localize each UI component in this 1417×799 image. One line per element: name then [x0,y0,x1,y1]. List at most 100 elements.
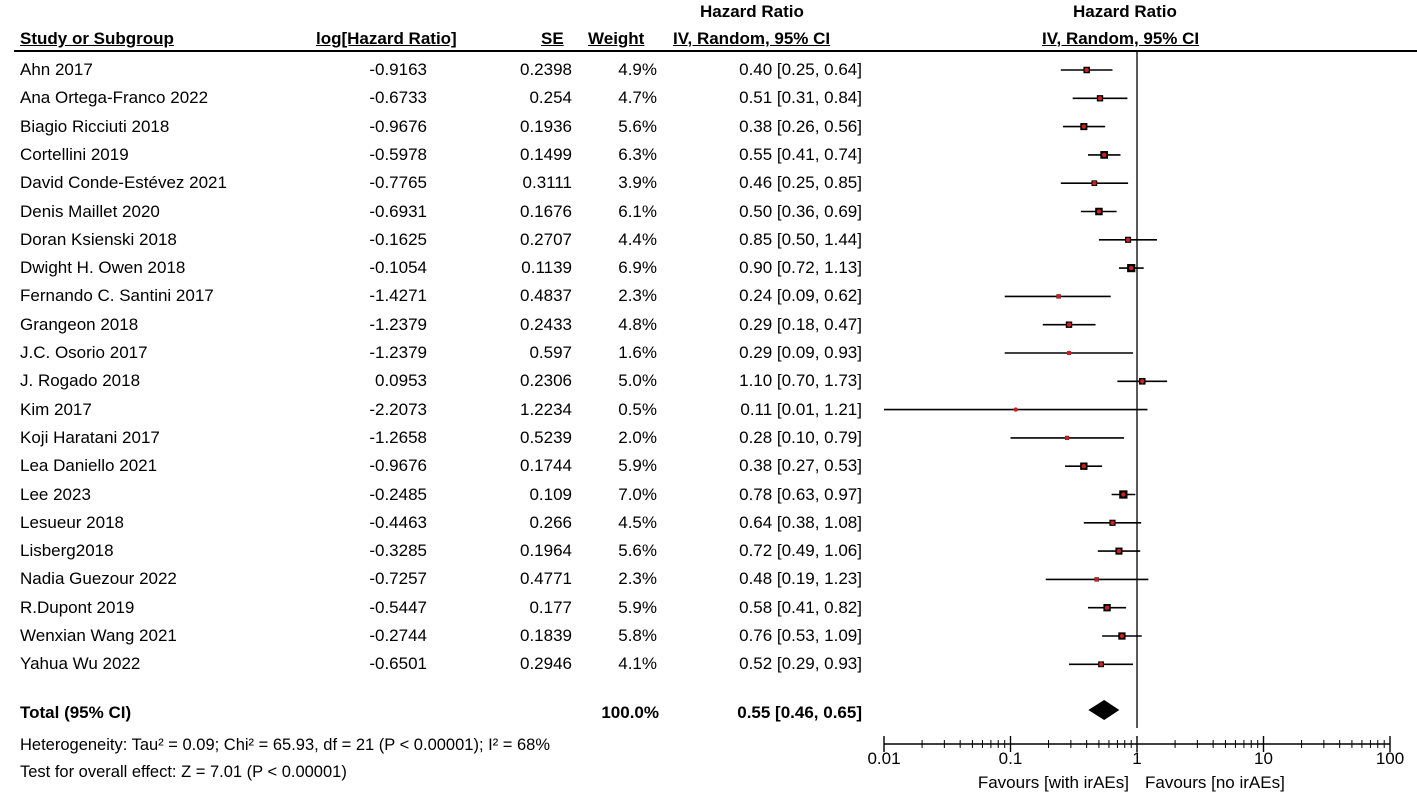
header-log-hr: log[Hazard Ratio] [316,29,457,48]
log-hr-value: -0.4463 [369,512,427,532]
weight-value: 4.9% [618,60,657,79]
hr-ci-value: 0.58 [0.41, 0.82] [739,597,862,617]
point-estimate [1084,67,1089,73]
se-value: 0.1139 [521,258,572,278]
se-value: 0.1499 [520,144,572,164]
se-value: 0.2306 [520,371,572,391]
point-estimate [1013,407,1018,412]
study-name: Nadia Guezour 2022 [20,569,177,589]
se-value: 0.4837 [520,286,572,306]
header-se: SE [541,29,564,48]
weight-value: 5.0% [618,371,657,391]
se-value: 0.1936 [520,116,572,136]
hr-ci-value: 0.76 [0.53, 1.09] [739,626,862,645]
weight-value: 5.9% [618,456,657,476]
hr-ci-value: 0.29 [0.09, 0.93] [739,343,862,362]
study-name: Dwight H. Owen 2018 [20,258,186,278]
overall-effect-text: Test for overall effect: Z = 7.01 (P < 0… [20,763,347,781]
weight-value: 2.3% [618,569,657,589]
se-value: 0.2946 [520,654,572,674]
weight-value: 2.0% [618,427,657,447]
hr-ci-value: 0.38 [0.26, 0.56] [739,116,862,136]
table-row: David Conde-Estévez 2021 -0.7765 0.3111 3.9… [0,171,870,199]
point-estimate [1066,350,1072,356]
table-row: Doran Ksienski 2018 -0.1625 0.2707 4.4% 0.85… [0,228,870,256]
table-row: J.C. Osorio 2017 -1.2379 0.597 1.6% 0.29 [0.… [0,341,870,369]
header-hr-sub: IV, Random, 95% CI [673,29,831,48]
se-value: 0.3111 [522,173,572,193]
point-estimate [1098,662,1104,667]
point-estimate [1094,577,1099,582]
point-estimate [1064,435,1070,441]
log-hr-value: -0.9676 [369,456,427,476]
se-value: 0.1676 [520,201,572,221]
header-rule [14,50,1417,52]
x-tick-label: 0.01 [867,749,900,768]
x-tick-label: 1 [1132,749,1141,768]
x-tick-label: 100 [1376,749,1404,768]
hr-ci-value: 0.52 [0.29, 0.93] [739,654,862,674]
log-hr-value: -1.2379 [369,343,427,362]
hr-ci-value: 0.28 [0.10, 0.79] [739,427,862,447]
weight-value: 4.7% [618,88,657,108]
se-value: 0.1744 [520,456,572,476]
point-estimate [1140,379,1145,384]
study-name: Cortellini 2019 [20,144,129,164]
weight-value: 4.4% [618,229,657,249]
header-hr-top: Hazard Ratio [700,2,804,21]
point-estimate [1116,548,1122,554]
study-name: J.C. Osorio 2017 [20,343,148,362]
point-estimate [1125,237,1131,242]
study-name: Lea Daniello 2021 [20,456,158,476]
se-value: 0.5239 [520,427,572,447]
weight-value: 0.5% [618,399,657,419]
log-hr-value: -1.4271 [369,286,427,306]
table-row: Lisberg2018 -0.3285 0.1964 5.6% 0.72 [0.49, … [0,539,870,567]
study-name: Ahn 2017 [20,60,93,79]
hr-ci-value: 0.90 [0.72, 1.13] [739,258,862,278]
total-ci: 0.55 [0.46, 0.65] [737,703,862,722]
log-hr-value: -0.6931 [369,201,427,221]
table-row: Wenxian Wang 2021 -0.2744 0.1839 5.8% 0.76 [… [0,624,870,652]
log-hr-value: -0.3285 [369,541,427,561]
log-hr-value: -0.6501 [369,654,427,674]
hr-ci-value: 0.85 [0.50, 1.44] [739,229,862,249]
weight-value: 1.6% [618,343,657,362]
plot-header-top: Hazard Ratio [1073,2,1177,21]
table-row: Koji Haratani 2017 -1.2658 0.5239 2.0% 0.28 … [0,426,870,454]
point-estimate [1101,152,1107,158]
point-estimate [1081,124,1087,129]
hr-ci-value: 0.11 [0.01, 1.21] [740,399,862,419]
table-row: Ana Ortega-Franco 2022 -0.6733 0.254 4.7% 0.… [0,86,870,114]
point-estimate [1110,520,1115,525]
se-value: 0.1964 [520,541,572,561]
table-row: Nadia Guezour 2022 -0.7257 0.4771 2.3% 0.48 … [0,567,870,595]
point-estimate [1092,181,1097,186]
study-name: Wenxian Wang 2021 [20,626,177,645]
hr-ci-value: 0.46 [0.25, 0.85] [739,173,862,193]
se-value: 0.2707 [520,229,572,249]
study-name: Fernando C. Santini 2017 [20,286,214,306]
plot-header-sub: IV, Random, 95% CI [1042,29,1200,48]
weight-value: 6.3% [618,144,657,164]
hr-ci-value: 0.51 [0.31, 0.84] [739,88,862,108]
weight-value: 3.9% [618,173,657,193]
se-value: 0.254 [529,88,572,108]
se-value: 1.2234 [520,399,572,419]
log-hr-value: -0.5978 [369,144,427,164]
point-estimate [1097,96,1103,101]
log-hr-value: -0.2744 [369,626,427,645]
point-estimate [1129,265,1134,271]
se-value: 0.109 [529,484,572,504]
study-name: Lisberg2018 [20,541,114,561]
hr-ci-value: 0.50 [0.36, 0.69] [739,201,862,221]
total-weight: 100.0% [601,703,659,722]
hr-ci-value: 0.78 [0.63, 0.97] [739,484,862,504]
study-name: J. Rogado 2018 [20,371,141,391]
weight-value: 5.8% [618,626,657,645]
hr-ci-value: 0.72 [0.49, 1.06] [739,541,862,561]
study-name: Yahua Wu 2022 [20,654,141,674]
weight-value: 7.0% [618,484,657,504]
se-value: 0.2433 [520,314,572,334]
